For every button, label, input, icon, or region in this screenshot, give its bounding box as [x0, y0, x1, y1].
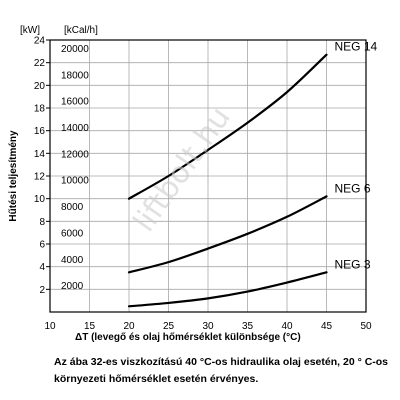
- y-tick-label: 14: [34, 149, 46, 160]
- x-tick-label: 30: [202, 321, 214, 332]
- x-tick-label: 45: [321, 321, 333, 332]
- x-tick-label: 35: [242, 321, 254, 332]
- y2-tick-label: 10000: [61, 176, 89, 187]
- series-label-neg-3: NEG 3: [335, 257, 371, 271]
- y-tick-label: 8: [39, 217, 45, 228]
- x-axis-title: ΔT (levegő és olaj hőmérséklet különbség…: [75, 332, 301, 343]
- tick-labels: 10 15 20 25 30 35 40 45 502468101214161820222420…: [34, 36, 372, 333]
- y2-tick-label: 18000: [61, 70, 89, 81]
- cooling-capacity-chart: 10 15 20 25 30 35 40 45 502468101214161820222420…: [8, 25, 378, 343]
- watermark: liftbolt.hu: [127, 101, 238, 239]
- series-line-neg-14: [127, 53, 328, 200]
- y2-tick-label: 2000: [61, 281, 84, 292]
- grid: [49, 40, 367, 312]
- chart-caption: Az ába 32-es viszkozítású 40 °C-os hidra…: [54, 356, 389, 385]
- y-tick-label: 18: [34, 104, 46, 115]
- x-tick-label: 20: [123, 321, 135, 332]
- y-unit-primary: [kW]: [20, 25, 40, 36]
- y-tick-label: 12: [34, 172, 46, 183]
- x-tick-label: 10: [44, 321, 56, 332]
- series-line-neg-6: [127, 195, 328, 274]
- series-lines: [127, 53, 328, 308]
- y-tick-label: 22: [34, 58, 46, 69]
- y2-tick-label: 16000: [61, 97, 89, 108]
- y-axis-title: Hűtési teljesítmény: [8, 130, 19, 222]
- y-unit-secondary: [kCal/h]: [64, 25, 98, 36]
- series-label-neg-14: NEG 14: [335, 40, 378, 54]
- y-tick-label: 6: [39, 240, 45, 251]
- series-labels: NEG 14 NEG 6 NEG 3: [335, 40, 378, 272]
- series-label-neg-6: NEG 6: [335, 181, 371, 195]
- y-tick-label: 20: [34, 81, 46, 92]
- x-tick-label: 40: [281, 321, 293, 332]
- y2-tick-label: 4000: [61, 255, 84, 266]
- y-tick-label: 16: [34, 126, 46, 137]
- y2-tick-label: 14000: [61, 123, 89, 134]
- x-tick-label: 50: [360, 321, 372, 332]
- y2-tick-label: 6000: [61, 228, 84, 239]
- y-tick-label: 4: [39, 262, 45, 273]
- y-tick-label: 10: [34, 194, 46, 205]
- y-tick-label: 2: [39, 285, 45, 296]
- y2-tick-label: 20000: [61, 44, 89, 55]
- series-line-neg-3: [127, 271, 328, 308]
- x-tick-label: 25: [163, 321, 175, 332]
- y2-tick-label: 12000: [61, 149, 89, 160]
- x-tick-label: 15: [84, 321, 96, 332]
- y2-tick-label: 8000: [61, 202, 84, 213]
- y-tick-label: 24: [34, 36, 46, 47]
